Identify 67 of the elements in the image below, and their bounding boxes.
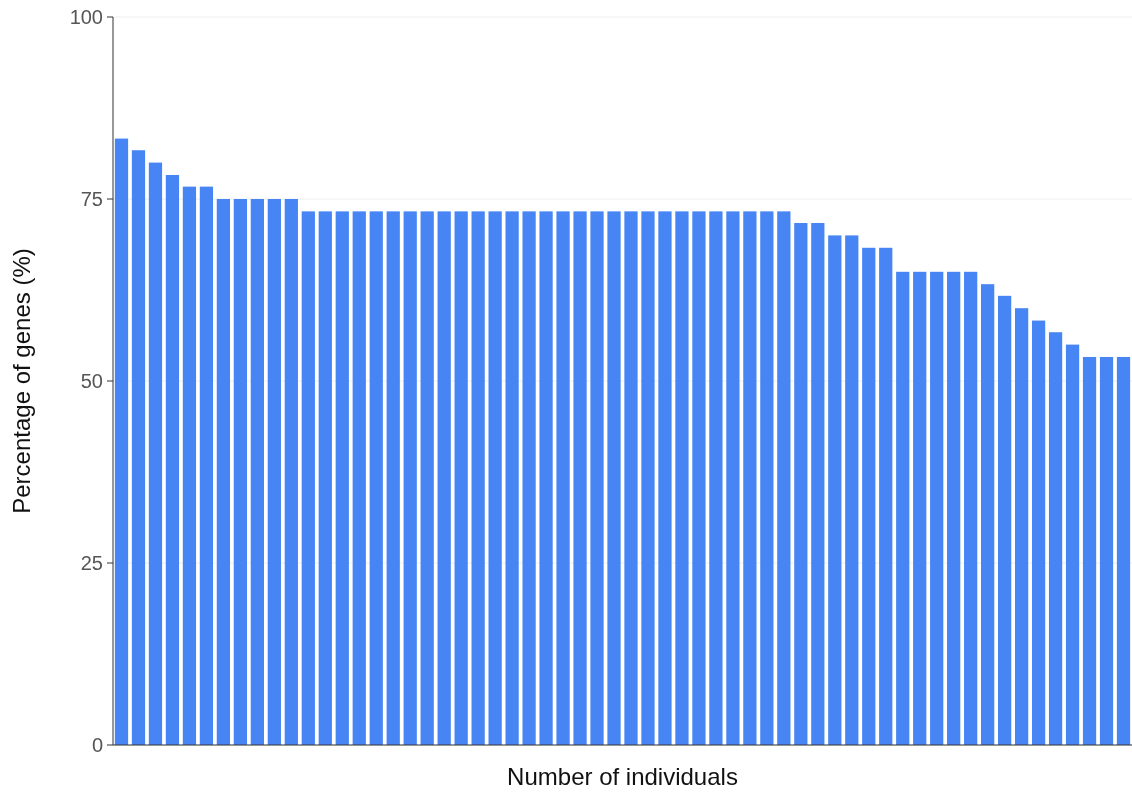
bar <box>403 211 417 745</box>
bar <box>539 211 553 745</box>
bar <box>658 211 672 745</box>
bar <box>760 211 774 745</box>
bar <box>947 271 961 745</box>
bar <box>233 199 247 745</box>
bar <box>913 271 927 745</box>
bar <box>182 186 197 745</box>
bar <box>369 211 383 745</box>
bar <box>692 211 706 745</box>
bar <box>420 211 434 745</box>
y-tick-label: 0 <box>91 734 103 756</box>
bar <box>114 138 129 745</box>
bar <box>573 211 587 745</box>
bar <box>726 211 740 745</box>
bar <box>284 199 298 745</box>
bar <box>1031 320 1046 745</box>
bar <box>709 211 723 745</box>
bar <box>981 284 995 745</box>
y-axis-title: Percentage of genes (%) <box>8 248 35 514</box>
bar <box>675 211 689 745</box>
bar <box>131 150 146 745</box>
bar <box>1048 332 1063 745</box>
bar <box>845 235 859 745</box>
bar <box>811 223 825 745</box>
bar <box>437 211 451 745</box>
bar <box>743 211 757 745</box>
bar <box>1082 356 1097 745</box>
bar <box>1014 308 1029 745</box>
bar <box>794 223 808 745</box>
bar <box>556 211 570 745</box>
bar <box>267 199 281 745</box>
bar <box>488 211 502 745</box>
bar <box>862 247 876 745</box>
bar <box>1065 344 1080 745</box>
bar <box>1116 356 1131 745</box>
bar <box>335 211 349 745</box>
bar <box>896 271 910 745</box>
y-tick-label: 25 <box>80 552 103 574</box>
bar <box>165 174 180 745</box>
bar <box>930 271 944 745</box>
bar <box>148 162 163 745</box>
bar <box>250 199 264 745</box>
bar <box>301 211 315 745</box>
bar <box>386 211 400 745</box>
bar <box>879 247 893 745</box>
bar <box>641 211 655 745</box>
y-tick-label: 50 <box>80 370 103 392</box>
y-tick-label: 100 <box>69 6 103 28</box>
bar <box>522 211 536 745</box>
bar <box>998 295 1012 745</box>
bar <box>777 211 791 745</box>
bar <box>216 199 231 745</box>
bar <box>471 211 485 745</box>
bar <box>199 186 214 745</box>
bar <box>607 211 621 745</box>
bar <box>964 271 978 745</box>
bar <box>505 211 519 745</box>
bar <box>1099 356 1114 745</box>
x-axis-title: Number of individuals <box>507 763 738 790</box>
bar <box>352 211 366 745</box>
bar <box>318 211 332 745</box>
y-tick-label: 75 <box>80 188 103 210</box>
bar <box>624 211 638 745</box>
bar <box>828 235 842 745</box>
bar <box>454 211 468 745</box>
bar <box>590 211 604 745</box>
